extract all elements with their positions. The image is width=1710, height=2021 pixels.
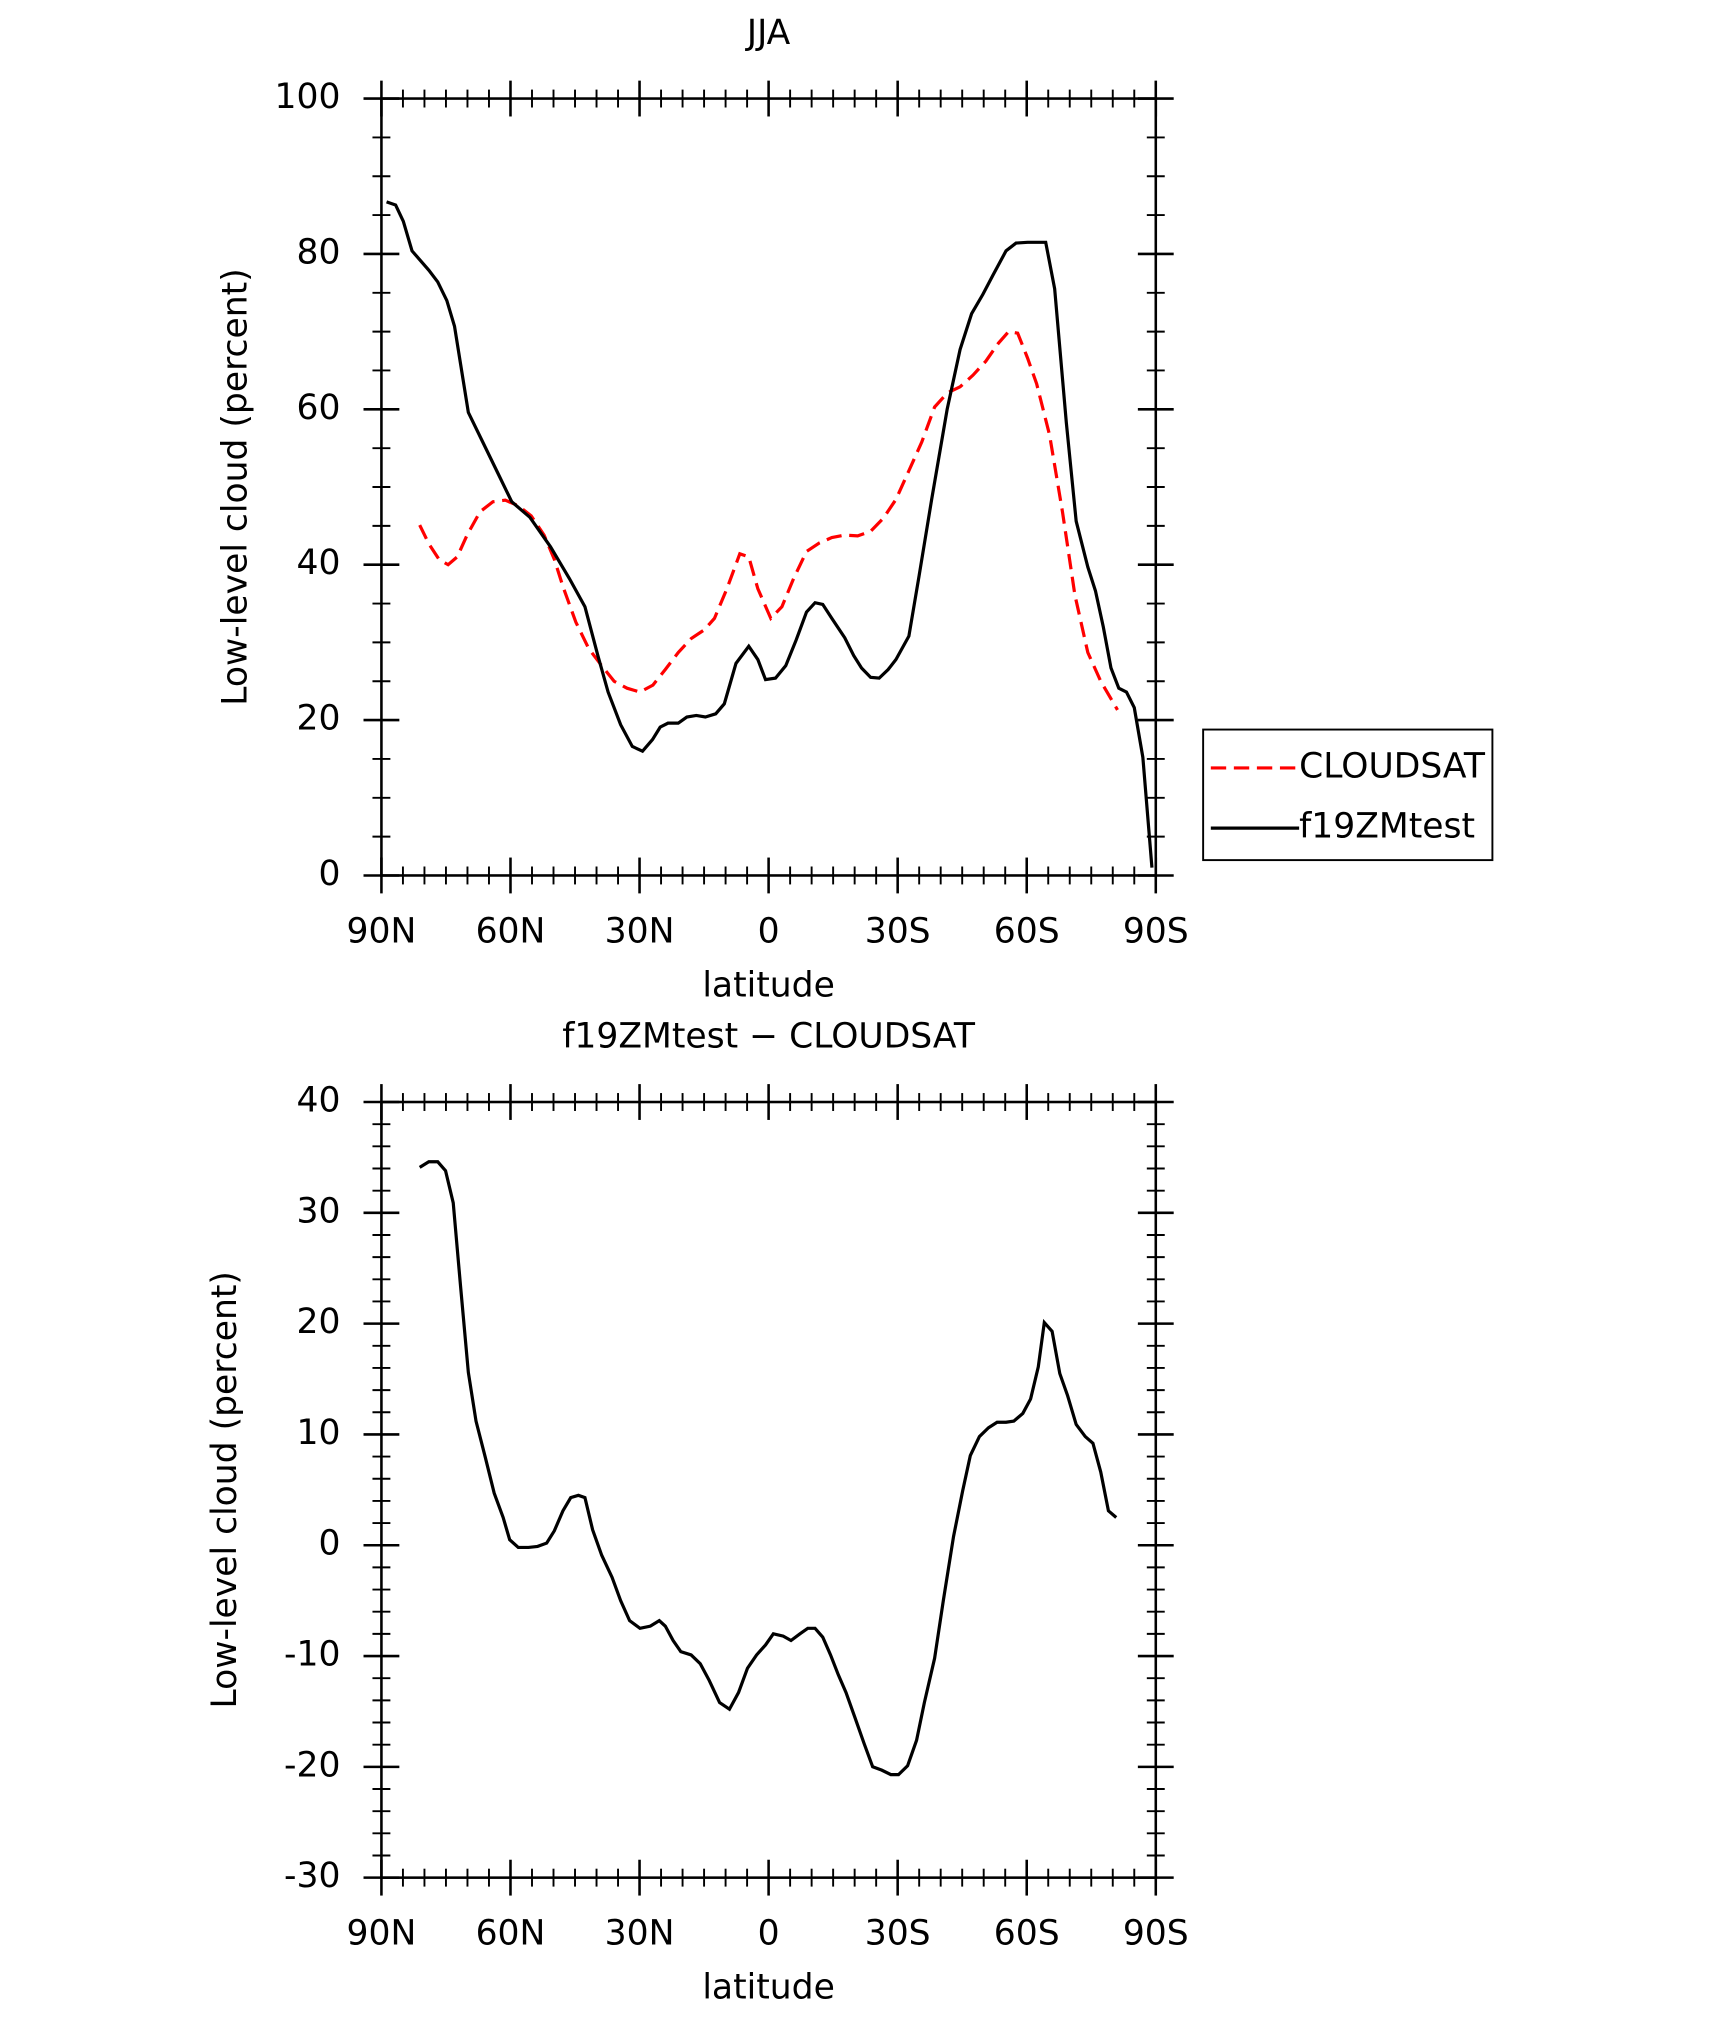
data-line — [386, 200, 1154, 868]
x-tick-label: 60S — [994, 1914, 1060, 1954]
y-tick-label: 40 — [297, 1081, 341, 1121]
x-tick-label: 30N — [605, 912, 675, 952]
legend-box — [1202, 728, 1494, 862]
plot-frame — [380, 97, 1158, 877]
y-tick-label: 100 — [275, 77, 341, 117]
y-tick-label: 20 — [297, 1302, 341, 1342]
x-tick-label: 30N — [605, 1914, 675, 1954]
y-tick-label: 40 — [297, 543, 341, 583]
y-tick-label: 0 — [318, 1524, 340, 1564]
plot-frame — [380, 1100, 1158, 1879]
x-tick-label: 60S — [994, 912, 1060, 952]
data-line — [418, 329, 1119, 711]
y-tick-label: -10 — [284, 1635, 340, 1675]
x-tick-label: 30S — [865, 912, 931, 952]
x-tick-label: 90N — [347, 912, 417, 952]
x-tick-label: 60N — [476, 1914, 546, 1954]
x-tick-label: 60N — [476, 912, 546, 952]
chart-title: JJA — [745, 13, 791, 53]
y-axis-label: Low-level cloud (percent) — [215, 268, 255, 705]
y-tick-label: 10 — [297, 1413, 341, 1453]
y-tick-label: -30 — [284, 1856, 340, 1896]
y-axis-label: Low-level cloud (percent) — [205, 1271, 245, 1708]
x-tick-label: 90S — [1123, 1914, 1189, 1954]
y-tick-label: 60 — [297, 388, 341, 428]
y-tick-label: -20 — [284, 1745, 340, 1785]
y-tick-label: 80 — [297, 232, 341, 272]
data-line — [418, 1160, 1118, 1777]
x-axis-label: latitude — [702, 1968, 835, 2008]
chart-title: f19ZMtest − CLOUDSAT — [562, 1017, 976, 1057]
x-tick-label: 30S — [865, 1914, 931, 1954]
legend-label: CLOUDSAT — [1299, 746, 1486, 786]
x-axis-label: latitude — [702, 965, 835, 1005]
legend: CLOUDSAT f19ZMtest — [1202, 728, 1494, 862]
legend-label: f19ZMtest — [1299, 807, 1475, 847]
x-tick-label: 0 — [758, 912, 780, 952]
x-tick-label: 90N — [347, 1914, 417, 1954]
y-tick-label: 30 — [297, 1191, 341, 1231]
y-tick-label: 0 — [318, 854, 340, 894]
y-tick-label: 20 — [297, 699, 341, 739]
x-tick-label: 90S — [1123, 912, 1189, 952]
x-tick-label: 0 — [758, 1914, 780, 1954]
